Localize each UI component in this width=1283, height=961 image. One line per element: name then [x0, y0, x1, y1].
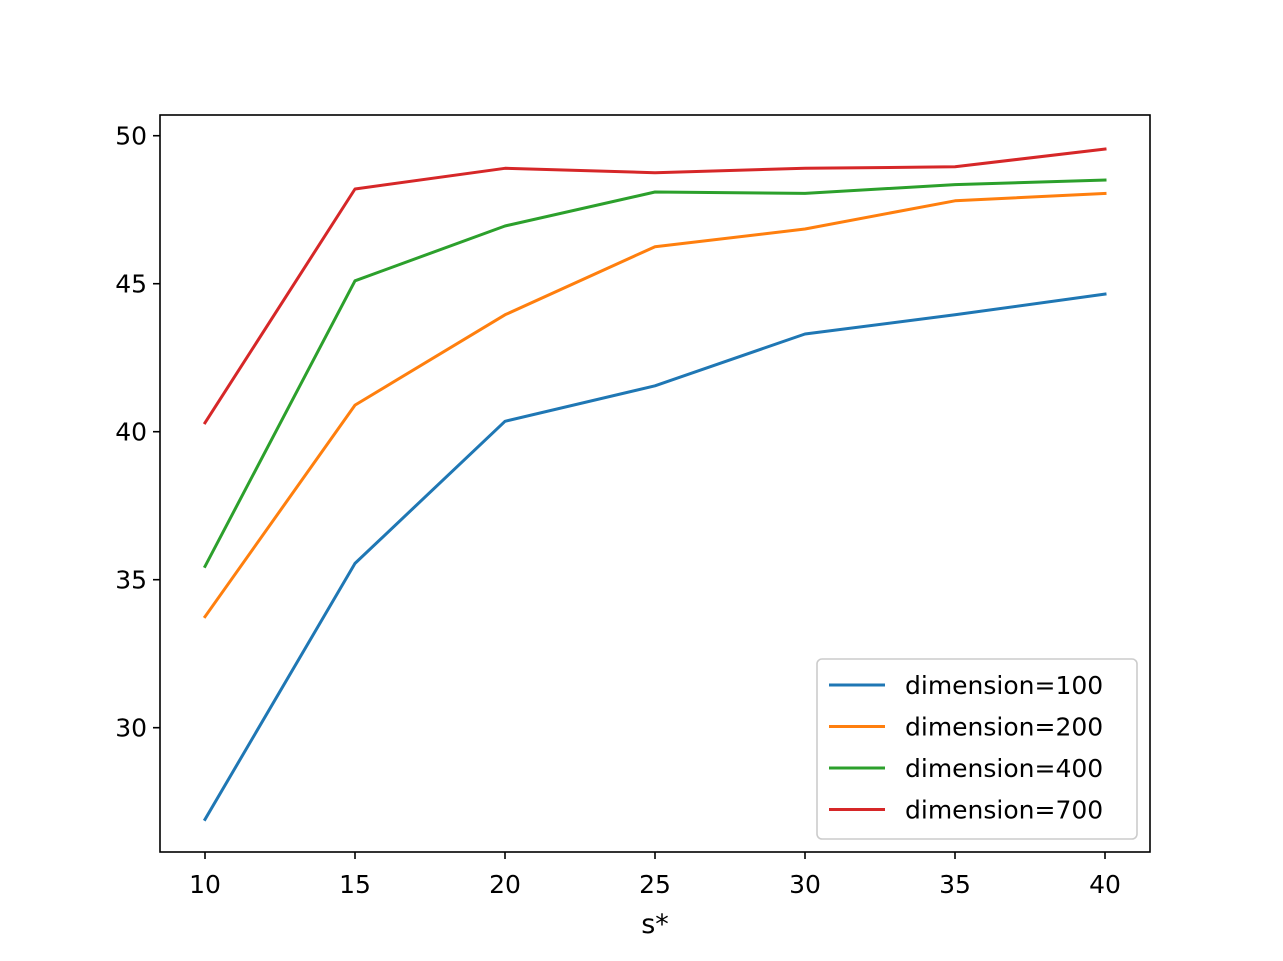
x-tick-label: 40	[1089, 870, 1121, 899]
x-tick-label: 15	[339, 870, 371, 899]
series-line-dimension-200	[202, 191, 1107, 619]
y-tick-label: 50	[115, 122, 147, 151]
x-axis-label: s*	[641, 909, 669, 940]
x-tick-label: 20	[489, 870, 521, 899]
legend-box	[816, 658, 1138, 840]
x-axis: 10 15 20 25 30 35 40	[189, 852, 1121, 899]
series-layer	[202, 147, 1107, 822]
x-tick-label: 25	[639, 870, 671, 899]
y-tick-label: 35	[115, 566, 147, 595]
x-tick-label: 30	[789, 870, 821, 899]
y-tick-label: 40	[115, 418, 147, 447]
y-tick-label: 30	[115, 714, 147, 743]
legend-entry-label: dimension=400	[905, 754, 1103, 783]
series-line-dimension-100	[202, 292, 1107, 822]
series-line-dimension-700	[202, 147, 1107, 425]
legend-entry-label: dimension=100	[905, 671, 1103, 700]
y-tick-label: 45	[115, 270, 147, 299]
legend-entry-label: dimension=700	[905, 796, 1103, 825]
legend-entry-label: dimension=200	[905, 713, 1103, 742]
series-line-dimension-400	[202, 178, 1107, 569]
y-axis: 30 35 40 45 50	[115, 122, 160, 743]
x-tick-label: 35	[939, 870, 971, 899]
x-tick-label: 10	[189, 870, 221, 899]
legend: dimension=100 dimension=200 dimension=400 d…	[816, 658, 1138, 840]
